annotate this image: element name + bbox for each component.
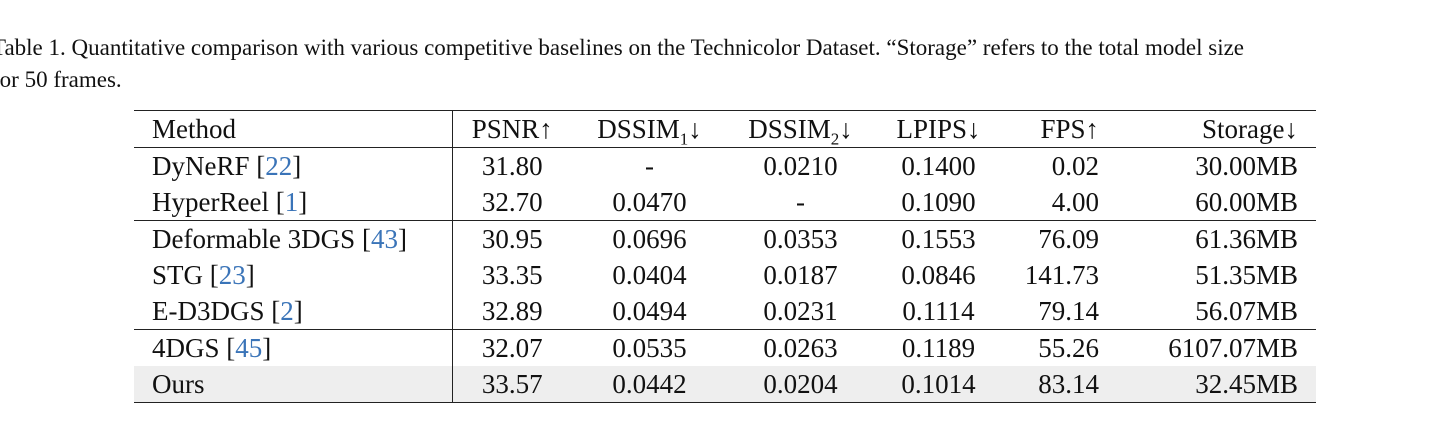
- citation-link[interactable]: 43: [370, 224, 398, 254]
- lpips-cell: 0.1114: [902, 296, 975, 326]
- citation-link[interactable]: 23: [218, 260, 246, 290]
- header-lpips: LPIPS↓: [896, 114, 981, 144]
- caption-line-2: for 50 frames.: [0, 67, 122, 92]
- fps-cell: 83.14: [1003, 366, 1117, 403]
- header-psnr: PSNR↑: [471, 114, 553, 144]
- fps-cell: 55.26: [1038, 333, 1099, 363]
- dssim1-cell: 0.0470: [612, 187, 687, 217]
- dssim2-cell: 0.0187: [763, 260, 838, 290]
- citation-link[interactable]: 22: [265, 151, 293, 181]
- method-cell: STG [23]: [134, 257, 453, 293]
- method-name: Ours: [152, 369, 205, 399]
- method-name: STG: [152, 260, 204, 290]
- storage-cell: 56.07MB: [1195, 296, 1298, 326]
- dssim1-cell: 0.0494: [612, 296, 687, 326]
- storage-cell: 6107.07MB: [1168, 333, 1298, 363]
- method-cell: Deformable 3DGS [43]: [134, 220, 453, 257]
- fps-cell: 76.09: [1038, 224, 1099, 254]
- lpips-cell: 0.1090: [901, 187, 976, 217]
- table-body: DyNeRF [22] 31.80 - 0.0210 0.1400 0.02 30.00MB…: [134, 147, 1316, 403]
- dssim2-cell: 0.0263: [763, 333, 838, 363]
- lpips-cell: 0.1553: [901, 224, 976, 254]
- header-dssim2: DSSIM2↓: [748, 114, 853, 149]
- table-row: HyperReel [1] 32.70 0.0470 - 0.1090 4.00 60.00…: [134, 184, 1316, 221]
- method-name: Deformable 3DGS: [152, 224, 356, 254]
- psnr-cell: 32.70: [481, 187, 543, 217]
- dssim2-cell: -: [796, 187, 805, 217]
- table-row: Ours 33.57 0.0442 0.0204 0.1014 83.14 32.45MB: [134, 366, 1316, 403]
- dssim2-cell: 0.0353: [763, 224, 838, 254]
- citation-link[interactable]: 1: [284, 187, 299, 217]
- storage-cell: 51.35MB: [1195, 260, 1298, 290]
- fps-cell: 79.14: [1038, 296, 1099, 326]
- psnr-cell: 32.07: [481, 333, 543, 363]
- dssim1-cell: 0.0404: [612, 260, 687, 290]
- lpips-cell: 0.1014: [874, 366, 1003, 403]
- method-cell: Ours: [134, 366, 453, 403]
- dssim2-cell: 0.0204: [727, 366, 874, 403]
- table-row: Deformable 3DGS [43] 30.95 0.0696 0.0353 0.1…: [134, 220, 1316, 257]
- psnr-cell: 30.95: [481, 224, 543, 254]
- header-storage: Storage↓: [1202, 114, 1298, 144]
- table-caption: Table 1. Quantitative comparison with va…: [0, 32, 1456, 96]
- citation-link[interactable]: 2: [280, 296, 294, 326]
- method-cell: DyNeRF [22]: [134, 147, 453, 184]
- lpips-cell: 0.0846: [901, 260, 976, 290]
- method-name: 4DGS: [152, 333, 220, 363]
- method-name: DyNeRF: [152, 151, 250, 181]
- method-name: E-D3DGS: [152, 296, 265, 326]
- psnr-cell: 33.35: [481, 260, 543, 290]
- fps-cell: 0.02: [1051, 151, 1099, 181]
- dssim2-cell: 0.0231: [763, 296, 838, 326]
- table-row: STG [23] 33.35 0.0404 0.0187 0.0846 141.73 51.…: [134, 257, 1316, 293]
- dssim1-cell: -: [645, 151, 654, 181]
- header-dssim1: DSSIM1↓: [597, 114, 702, 149]
- storage-cell: 30.00MB: [1195, 151, 1298, 181]
- dssim1-cell: 0.0535: [612, 333, 687, 363]
- dssim1-cell: 0.0696: [612, 224, 687, 254]
- caption-line-1: Table 1. Quantitative comparison with va…: [0, 35, 1245, 60]
- dssim1-cell: 0.0442: [572, 366, 727, 403]
- citation-link[interactable]: 45: [235, 333, 263, 363]
- table-row: 4DGS [45] 32.07 0.0535 0.0263 0.1189 55.26 610…: [134, 329, 1316, 366]
- lpips-cell: 0.1189: [901, 333, 976, 363]
- table-row: E-D3DGS [2] 32.89 0.0494 0.0231 0.1114 79.14 5…: [134, 293, 1316, 330]
- dssim2-cell: 0.0210: [763, 151, 838, 181]
- header-row: Method PSNR↑ DSSIM1↓ DSSIM2↓ LPIPS↓ FPS↑…: [134, 110, 1316, 149]
- storage-cell: 60.00MB: [1195, 187, 1298, 217]
- storage-cell: 32.45MB: [1117, 366, 1316, 403]
- lpips-cell: 0.1400: [901, 151, 976, 181]
- storage-cell: 61.36MB: [1195, 224, 1298, 254]
- psnr-cell: 32.89: [481, 296, 543, 326]
- header-fps: FPS↑: [1040, 114, 1099, 144]
- header-method: Method: [134, 110, 453, 148]
- fps-cell: 4.00: [1051, 187, 1099, 217]
- table-row: DyNeRF [22] 31.80 - 0.0210 0.1400 0.02 30.00MB: [134, 147, 1316, 184]
- method-cell: 4DGS [45]: [134, 329, 453, 366]
- method-cell: E-D3DGS [2]: [134, 293, 453, 330]
- psnr-cell: 33.57: [452, 366, 572, 403]
- method-cell: HyperReel [1]: [134, 184, 453, 221]
- fps-cell: 141.73: [1024, 260, 1099, 290]
- psnr-cell: 31.80: [481, 151, 543, 181]
- results-table: Method PSNR↑ DSSIM1↓ DSSIM2↓ LPIPS↓ FPS↑…: [134, 110, 1316, 403]
- method-name: HyperReel: [152, 187, 269, 217]
